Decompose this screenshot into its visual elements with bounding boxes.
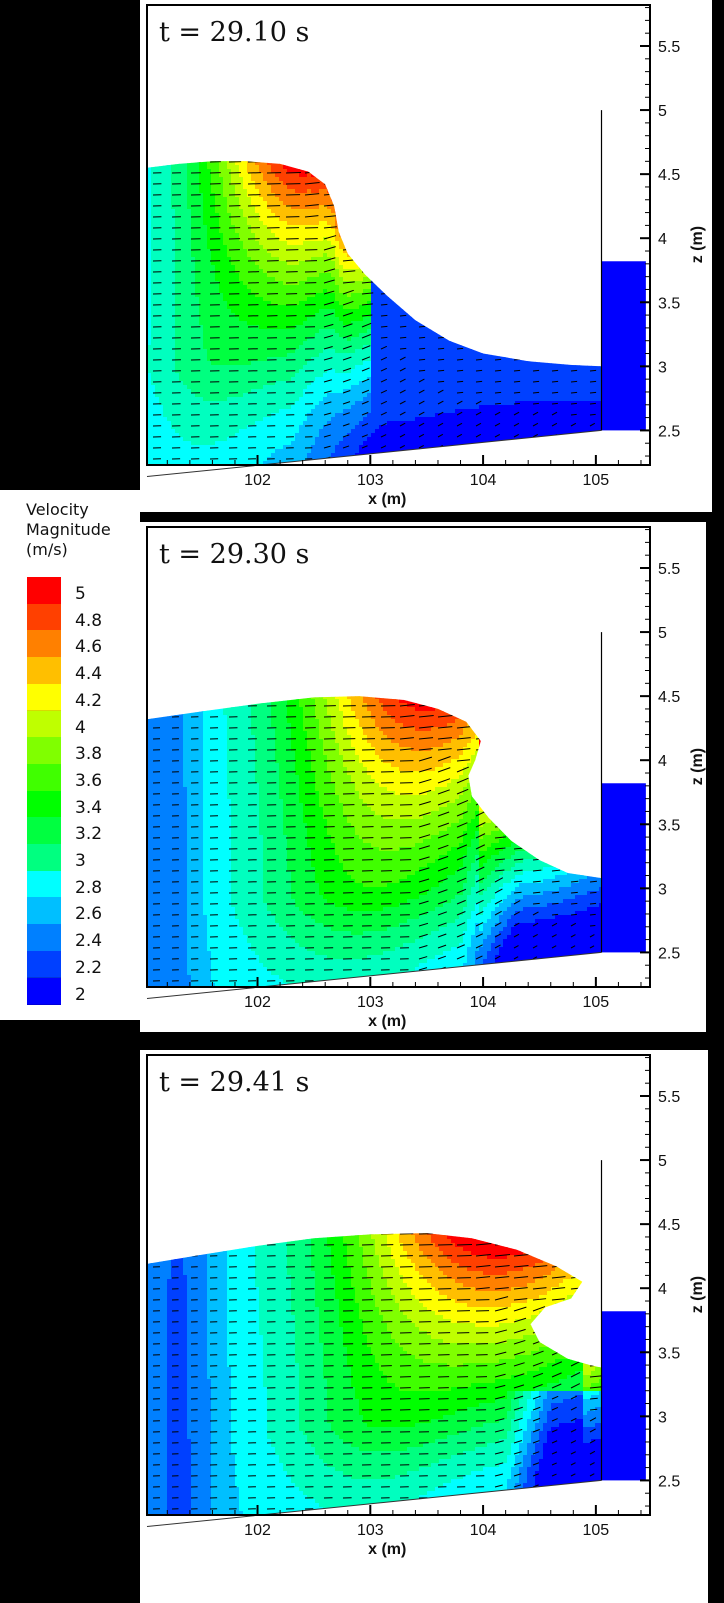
plot-panel-1: 102 103 104 105 x (m) 2.5 3 3.5 4 4.5 5 5.5 z (m) t =… bbox=[146, 4, 706, 508]
z-tick-label: 2.5 bbox=[658, 423, 680, 440]
z-tick-label: 4 bbox=[658, 231, 667, 248]
time-label: t = 29.30 s bbox=[159, 539, 309, 570]
z-tick-label: 4.5 bbox=[658, 689, 680, 706]
colorbar-swatch bbox=[27, 870, 61, 899]
x-tick-label: 103 bbox=[357, 994, 384, 1011]
x-tick-label: 105 bbox=[583, 1522, 610, 1539]
colorbar-label: 3.2 bbox=[75, 824, 102, 844]
z-tick-label: 3 bbox=[658, 359, 667, 376]
plot-panel-2: 102 103 104 105 x (m) 2.5 3 3.5 4 4.5 5 5.5 z (m) t =… bbox=[146, 526, 706, 1030]
bed-line bbox=[146, 1479, 602, 1528]
plot-frame bbox=[146, 4, 651, 466]
bed-line bbox=[146, 429, 602, 478]
colorbar-swatch bbox=[27, 790, 61, 819]
z-tick-label: 2.5 bbox=[658, 945, 680, 962]
colorbar-swatch bbox=[27, 737, 61, 765]
colorbar-label: 4 bbox=[75, 718, 86, 738]
velocity-contour bbox=[147, 161, 602, 466]
z-tick-label: 3.5 bbox=[658, 295, 680, 312]
colorbar-swatch bbox=[27, 683, 61, 712]
z-tick-label: 4 bbox=[658, 753, 667, 770]
z-tick-label: 5 bbox=[658, 103, 667, 120]
z-tick-label: 5 bbox=[658, 1153, 667, 1170]
colorbar-swatch bbox=[27, 897, 61, 926]
z-tick-label: 3.5 bbox=[658, 1345, 680, 1362]
colorbar-label: 2.4 bbox=[75, 931, 102, 951]
z-tick-label: 5.5 bbox=[658, 561, 680, 578]
colorbar-label: 5 bbox=[75, 584, 86, 604]
z-tick-label: 5 bbox=[658, 625, 667, 642]
z-tick-label: 5.5 bbox=[658, 39, 680, 56]
time-label: t = 29.10 s bbox=[159, 17, 309, 48]
colorbar-label: 2.6 bbox=[75, 904, 102, 924]
x-tick-label: 102 bbox=[244, 1522, 271, 1539]
colorbar-label: 3.8 bbox=[75, 744, 102, 764]
velocity-vectors bbox=[152, 1233, 602, 1510]
z-tick-label: 3.5 bbox=[658, 817, 680, 834]
colorbar-label: 4.2 bbox=[75, 691, 102, 711]
z-axis-label: z (m) bbox=[689, 1276, 706, 1313]
colorbar-label: 3 bbox=[75, 851, 86, 871]
wall-water bbox=[601, 1311, 646, 1481]
colorbar-legend: Velocity Magnitude (m/s) 5 4.8 4.6 4.4 4.2 4 3… bbox=[0, 490, 140, 1020]
z-tick-label: 3 bbox=[658, 1409, 667, 1426]
plot-frame bbox=[146, 1054, 651, 1516]
colorbar-label: 3.6 bbox=[75, 771, 102, 791]
z-tick-label: 2.5 bbox=[658, 1473, 680, 1490]
x-tick-label: 104 bbox=[470, 1522, 497, 1539]
colorbar-label: 4.8 bbox=[75, 611, 102, 631]
colorbar-label: 4.6 bbox=[75, 637, 102, 657]
x-tick-label: 103 bbox=[357, 1522, 384, 1539]
velocity-contour bbox=[147, 696, 602, 988]
x-tick-label: 104 bbox=[470, 994, 497, 1011]
z-tick-label: 5.5 bbox=[658, 1089, 680, 1106]
colorbar-label: 3.4 bbox=[75, 798, 102, 818]
z-tick-label: 4.5 bbox=[658, 1217, 680, 1234]
legend-title: Velocity Magnitude (m/s) bbox=[26, 500, 111, 560]
wall-water bbox=[601, 261, 646, 431]
z-tick-label: 4.5 bbox=[658, 167, 680, 184]
x-tick-label: 102 bbox=[244, 472, 271, 489]
x-tick-label: 103 bbox=[357, 472, 384, 489]
x-tick-label: 105 bbox=[583, 994, 610, 1011]
velocity-contour bbox=[147, 1233, 602, 1516]
colorbar-label: 4.4 bbox=[75, 664, 102, 684]
z-axis-label: z (m) bbox=[689, 748, 706, 785]
bed-line bbox=[146, 951, 602, 1000]
colorbar-swatch bbox=[27, 844, 61, 872]
z-tick-label: 3 bbox=[658, 881, 667, 898]
x-axis-label: x (m) bbox=[368, 1541, 406, 1558]
plot-frame bbox=[146, 526, 651, 988]
wall-water bbox=[601, 783, 646, 953]
z-tick-label: 4 bbox=[658, 1281, 667, 1298]
colorbar-swatch bbox=[27, 977, 61, 1006]
time-label: t = 29.41 s bbox=[159, 1067, 309, 1098]
colorbar-label: 2 bbox=[75, 985, 86, 1005]
colorbar-swatch bbox=[27, 630, 61, 659]
colorbar-label: 2.8 bbox=[75, 878, 102, 898]
colorbar-label: 2.2 bbox=[75, 958, 102, 978]
z-axis-label: z (m) bbox=[689, 226, 706, 263]
x-tick-label: 102 bbox=[244, 994, 271, 1011]
x-axis-label: x (m) bbox=[368, 491, 406, 508]
x-axis-label: x (m) bbox=[368, 1013, 406, 1030]
plot-panel-3: 102 103 104 105 x (m) 2.5 3 3.5 4 4.5 5 5.5 z (m) t =… bbox=[146, 1054, 706, 1558]
x-tick-label: 104 bbox=[470, 472, 497, 489]
x-tick-label: 105 bbox=[583, 472, 610, 489]
